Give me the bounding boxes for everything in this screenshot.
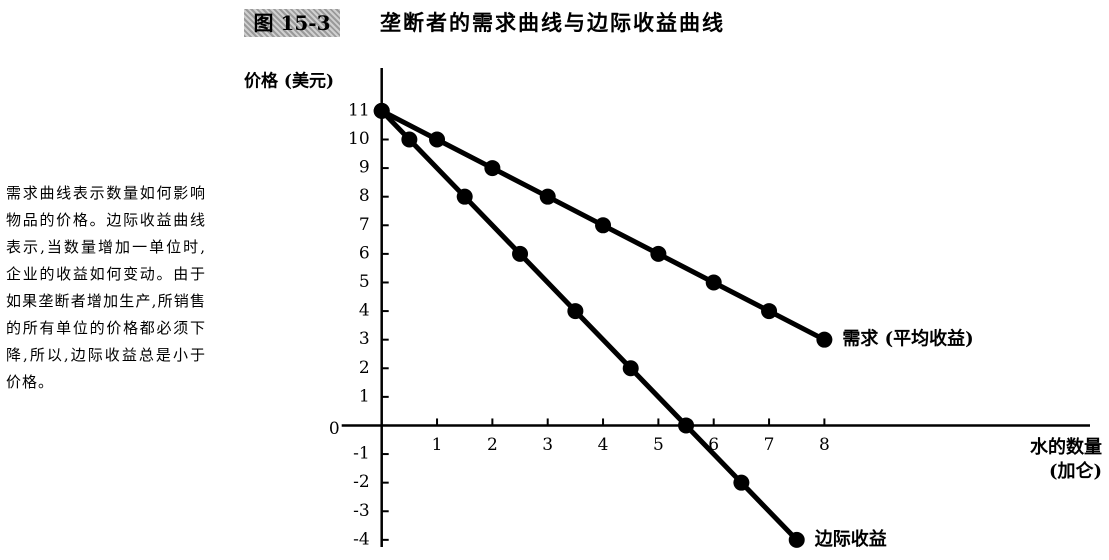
point [401, 131, 418, 148]
point [429, 131, 446, 148]
y-tick-label: -3 [353, 501, 370, 521]
y-tick-label: 0 [329, 419, 340, 439]
y-tick-label: 9 [359, 158, 370, 178]
point [512, 245, 529, 262]
point [816, 331, 833, 348]
y-tick-label: 10 [348, 129, 370, 149]
series-label: 边际收益 [814, 528, 887, 550]
point [539, 188, 556, 205]
x-tick-label: 5 [653, 435, 664, 455]
y-tick-label: 5 [359, 272, 370, 292]
y-tick-label: 3 [359, 329, 370, 349]
y-tick-label: 11 [348, 100, 370, 120]
y-tick-label: -1 [353, 444, 370, 464]
y-tick-label: 1 [359, 386, 370, 406]
x-tick-label: 3 [542, 435, 553, 455]
x-tick-label: 4 [598, 435, 609, 455]
y-tick-label: -4 [353, 529, 370, 549]
point [650, 245, 667, 262]
x-tick-label: 2 [487, 435, 498, 455]
caption: 需求曲线表示数量如何影响物品的价格。边际收益曲线表示,当数量增加一单位时,企业的… [6, 184, 206, 391]
point [373, 102, 390, 119]
y-tick-label: 2 [359, 358, 370, 378]
y-tick-label: 7 [359, 215, 370, 235]
point [567, 303, 584, 320]
point [484, 160, 501, 177]
y-axis-label: 价格 (美元) [244, 71, 334, 92]
x-axis-label: 水的数量 (加仑) [1030, 437, 1102, 482]
point [705, 274, 722, 291]
x-tick-label: 8 [819, 435, 830, 455]
point [595, 217, 612, 234]
x-tick-label: 6 [708, 435, 719, 455]
y-tick-label: 6 [359, 243, 370, 263]
point [761, 303, 778, 320]
point [456, 188, 473, 205]
chart-title: 垄断者的需求曲线与边际收益曲线 [380, 10, 725, 35]
point [733, 474, 750, 491]
y-tick-label: 8 [359, 186, 370, 206]
figure-label: 图 15-3 [244, 9, 340, 37]
point [622, 360, 639, 377]
point [678, 417, 695, 434]
y-tick-label: 4 [359, 301, 370, 321]
y-tick-label: -2 [353, 472, 370, 492]
series-label: 需求 (平均收益) [842, 328, 973, 350]
x-tick-label: 7 [764, 435, 775, 455]
x-tick-label: 1 [432, 435, 443, 455]
point [788, 531, 805, 548]
series-line [379, 109, 799, 542]
